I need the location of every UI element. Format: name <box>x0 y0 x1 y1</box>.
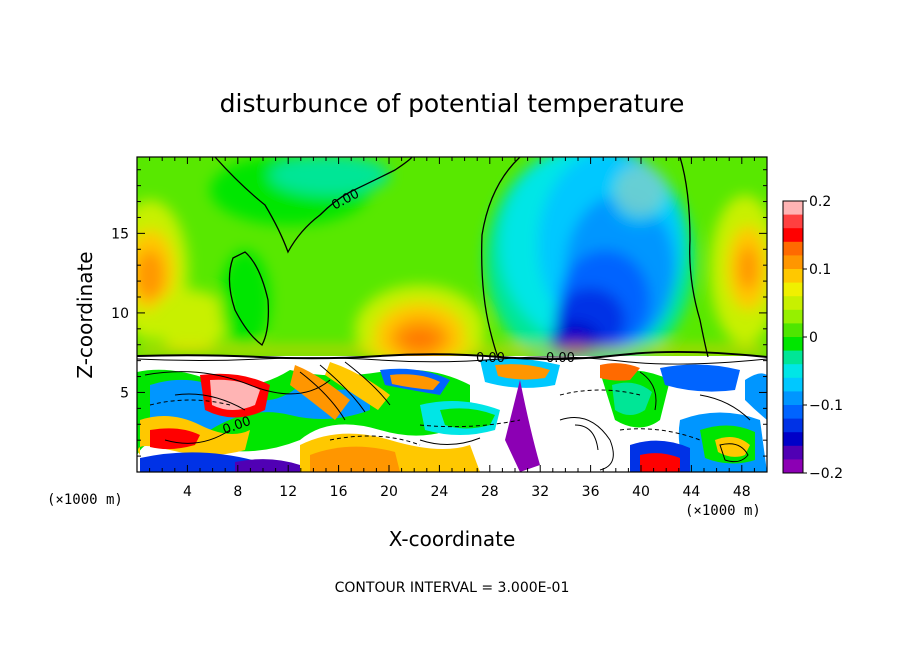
x-tick-label: 4 <box>183 484 192 500</box>
colorbar-tick-label: 0.2 <box>809 194 831 210</box>
colorbar-swatch <box>783 445 803 460</box>
colorbar-swatch <box>783 405 803 420</box>
y-tick-label: 15 <box>111 226 129 242</box>
x-tick-label: 12 <box>279 484 297 500</box>
colorbar-swatch <box>783 432 803 447</box>
colorbar-swatch <box>783 391 803 406</box>
colorbar-tick-label: −0.2 <box>809 466 843 482</box>
colorbar-swatch <box>783 459 803 474</box>
heatmap-field <box>137 157 767 472</box>
y-axis-label: Z-coordinate <box>73 251 97 378</box>
colorbar-swatch <box>783 377 803 392</box>
contour-interval-note: CONTOUR INTERVAL = 3.000E-01 <box>335 580 570 596</box>
x-tick-label: 24 <box>430 484 448 500</box>
colorbar-swatch <box>783 350 803 365</box>
upper-contours <box>214 157 709 358</box>
colorbar-swatch <box>783 364 803 379</box>
y-tick-label: 5 <box>120 385 129 401</box>
colorbar-swatch <box>783 269 803 284</box>
colorbar-swatch <box>783 296 803 311</box>
x-tick-label: 16 <box>330 484 348 500</box>
x-tick-label: 44 <box>682 484 700 500</box>
x-axis: 4 8 12 16 20 24 28 32 36 40 44 48 <box>149 157 755 500</box>
interface-line <box>137 350 767 361</box>
x-axis-label: X-coordinate <box>389 527 516 551</box>
x-tick-label: 48 <box>733 484 751 500</box>
colorbar-swatch <box>783 309 803 324</box>
x-unit-label-left: (×1000 m) <box>47 492 123 508</box>
colorbar-swatch <box>783 323 803 338</box>
x-tick-label: 40 <box>632 484 650 500</box>
colorbar-swatch <box>783 418 803 433</box>
colorbar-tick-label: 0 <box>809 330 818 346</box>
y-axis: 5 10 15 <box>111 169 767 457</box>
x-tick-label: 8 <box>233 484 242 500</box>
colorbar-swatch <box>783 282 803 297</box>
colorbar-tick-label: 0.1 <box>809 262 831 278</box>
colorbar-swatch <box>783 337 803 352</box>
contour-label: 0.00 <box>476 351 505 366</box>
contour-label: 0.00 <box>546 351 575 366</box>
x-tick-label: 28 <box>481 484 499 500</box>
x-tick-label: 36 <box>582 484 600 500</box>
colorbar-swatch <box>783 228 803 243</box>
y-tick-label: 10 <box>111 306 129 322</box>
x-tick-label: 20 <box>380 484 398 500</box>
colorbar-swatch <box>783 241 803 256</box>
colorbar: 0.2 0.1 0 −0.1 −0.2 <box>782 194 843 482</box>
colorbar-tick-label: −0.1 <box>809 398 843 414</box>
x-tick-label: 32 <box>531 484 549 500</box>
chart-title: disturbunce of potential temperature <box>220 89 685 118</box>
upper-field <box>137 157 767 356</box>
colorbar-swatch <box>783 201 803 216</box>
x-unit-label-right: (×1000 m) <box>685 503 761 519</box>
colorbar-swatch <box>783 255 803 270</box>
lower-field <box>137 357 767 472</box>
colorbar-swatch <box>783 214 803 229</box>
